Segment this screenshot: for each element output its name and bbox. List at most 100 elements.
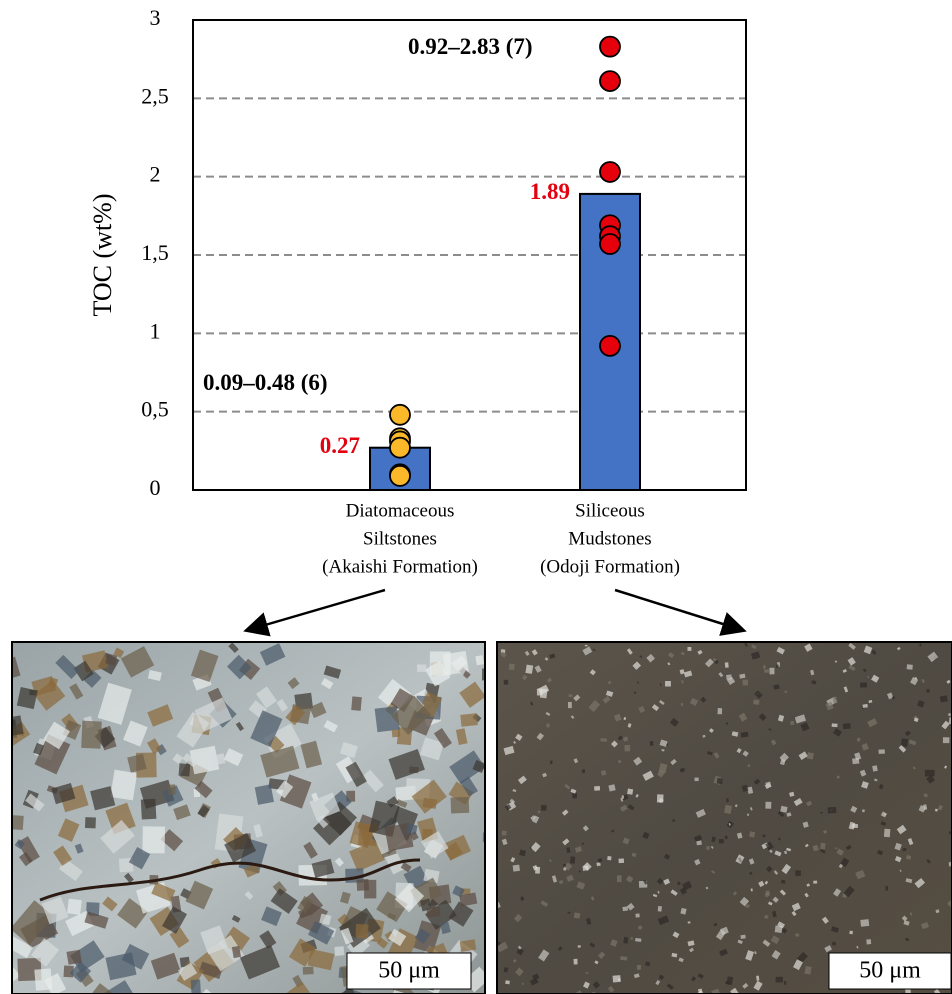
grain <box>807 752 814 759</box>
grain <box>627 789 633 795</box>
data-point <box>600 71 620 91</box>
arrow <box>248 590 385 630</box>
data-point <box>390 438 410 458</box>
grain <box>696 841 702 846</box>
grain <box>460 713 478 727</box>
grain <box>885 886 888 890</box>
photo-siltstone <box>0 642 497 994</box>
grain <box>578 945 581 947</box>
grain <box>694 778 698 782</box>
photo-background <box>497 642 952 994</box>
grain <box>862 809 865 812</box>
grain <box>667 744 669 746</box>
grain <box>943 737 950 743</box>
grain <box>475 655 484 665</box>
grain <box>622 906 628 911</box>
grain <box>574 912 581 918</box>
x-tick-label: Siltstones <box>363 528 437 549</box>
grain <box>681 703 683 706</box>
y-tick-label: 2 <box>150 162 161 187</box>
grain <box>406 824 418 835</box>
x-tick-label: (Akaishi Formation) <box>322 556 478 577</box>
grain <box>632 853 637 857</box>
grain <box>688 921 691 923</box>
data-point <box>600 234 620 254</box>
grain <box>741 732 749 738</box>
grain <box>905 989 911 994</box>
grain <box>852 758 859 764</box>
scale-label: 50 μm <box>859 958 921 984</box>
grain <box>502 831 507 836</box>
data-point <box>600 162 620 182</box>
grain <box>141 799 157 820</box>
grain <box>665 681 671 686</box>
y-tick-label: 2,5 <box>141 83 169 108</box>
grain <box>618 760 621 763</box>
grain <box>726 674 732 679</box>
grain <box>657 794 664 802</box>
grain <box>303 967 314 975</box>
grain <box>866 939 871 944</box>
grain <box>748 764 750 767</box>
grain <box>66 950 81 965</box>
range-label: 0.09–0.48 (6) <box>203 370 328 395</box>
grain <box>620 956 627 960</box>
y-axis-title: TOC (wt%) <box>88 193 117 316</box>
grain <box>594 786 600 791</box>
grain <box>820 812 823 814</box>
grain <box>860 682 867 687</box>
grain <box>85 817 96 828</box>
x-tick-label: Mudstones <box>568 528 651 549</box>
grain <box>600 738 607 742</box>
grain <box>11 815 24 830</box>
grain <box>820 843 825 850</box>
grain <box>607 856 611 860</box>
grain <box>624 745 630 752</box>
grain <box>884 829 891 838</box>
grain <box>784 981 786 985</box>
grain <box>81 721 102 749</box>
grain <box>658 906 662 912</box>
grain <box>67 899 82 915</box>
grain <box>764 669 770 672</box>
scale-label: 50 μm <box>378 958 440 984</box>
grain <box>179 763 191 776</box>
grain <box>392 729 401 737</box>
x-tick-label: (Odoji Formation) <box>540 556 680 577</box>
grain <box>191 979 201 993</box>
grain <box>706 846 709 850</box>
grain <box>574 959 578 965</box>
value-label: 1.89 <box>530 179 570 204</box>
y-tick-label: 0 <box>150 475 161 500</box>
grain <box>776 977 783 983</box>
grain <box>725 662 729 668</box>
range-label: 0.92–2.83 (7) <box>408 34 533 59</box>
grain <box>334 946 344 956</box>
x-tick-label: Siliceous <box>575 500 645 521</box>
grain <box>940 695 948 702</box>
grain <box>417 664 426 672</box>
grain <box>351 696 362 710</box>
value-label: 0.27 <box>320 433 360 458</box>
grain <box>753 699 759 704</box>
grain <box>430 651 451 675</box>
grain <box>582 866 588 871</box>
grain <box>619 858 625 863</box>
grain <box>255 784 274 805</box>
grain <box>586 972 589 974</box>
grain <box>622 795 624 798</box>
grain <box>687 647 691 651</box>
grain <box>714 923 717 926</box>
data-point <box>600 336 620 356</box>
grain <box>611 830 614 833</box>
grain <box>617 875 622 882</box>
grain <box>879 749 885 754</box>
grain <box>740 935 745 939</box>
grain <box>637 965 641 970</box>
grain <box>505 980 510 984</box>
grain <box>563 864 566 867</box>
grain <box>860 919 869 927</box>
grain <box>769 668 774 675</box>
grain <box>756 976 759 981</box>
grain <box>568 702 572 708</box>
